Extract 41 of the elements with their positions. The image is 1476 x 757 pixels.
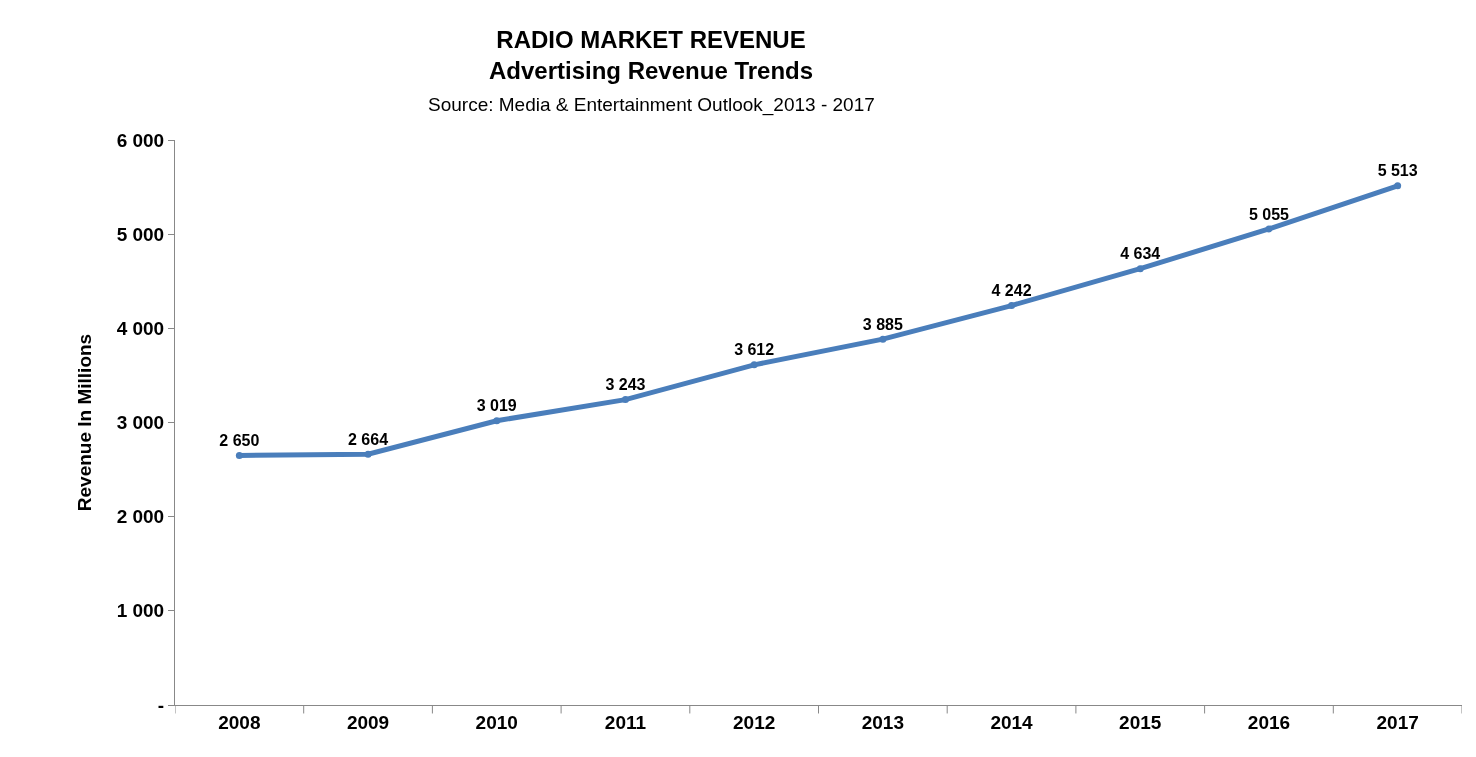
data-label: 3 612 [734, 341, 775, 359]
data-label: 2 650 [219, 432, 260, 450]
y-tick-label: 3 000 [116, 412, 165, 434]
chart-subtitle: Advertising Revenue Trends [489, 57, 814, 85]
y-tick-label: 6 000 [116, 129, 165, 151]
x-tick-label: 2010 [475, 711, 518, 733]
x-tick-label: 2017 [1376, 711, 1419, 733]
point [364, 450, 372, 458]
y-tick-label: 2 000 [116, 506, 165, 528]
data-label: 3 885 [862, 315, 903, 333]
y-tick-label: 4 000 [116, 317, 165, 339]
y-axis-title: Revenue In Millions [73, 333, 95, 512]
x-tick-label: 2008 [218, 711, 261, 733]
point [750, 361, 758, 369]
x-tick-label: 2014 [990, 711, 1034, 733]
data-label: 5 513 [1377, 162, 1418, 180]
point [621, 396, 629, 404]
data-label: 2 664 [348, 430, 389, 448]
y-tick-label: 5 000 [116, 223, 165, 245]
point [1008, 302, 1016, 310]
x-tick-label: 2009 [346, 711, 390, 733]
point [493, 417, 501, 425]
point [879, 335, 887, 343]
x-tick-label: 2016 [1247, 711, 1291, 733]
data-label: 3 243 [605, 376, 646, 394]
y-tick-label: 1 000 [116, 600, 165, 622]
data-label: 4 634 [1120, 245, 1161, 263]
point [1265, 225, 1273, 233]
source-note: Source: Media & Entertainment Outlook_2013 - 2017 [428, 94, 875, 116]
data-label: 3 019 [476, 397, 517, 415]
point [1136, 265, 1144, 273]
point [235, 451, 243, 459]
y-tick-label: - [157, 694, 165, 716]
x-tick-label: 2015 [1119, 711, 1162, 733]
x-tick-label: 2011 [604, 711, 647, 733]
data-label: 5 055 [1248, 205, 1290, 223]
chart-title: RADIO MARKET REVENUE [496, 26, 806, 53]
x-tick-label: 2013 [861, 711, 904, 733]
point [1394, 182, 1402, 190]
data-label: 4 242 [991, 282, 1032, 300]
x-tick-label: 2012 [733, 711, 776, 733]
